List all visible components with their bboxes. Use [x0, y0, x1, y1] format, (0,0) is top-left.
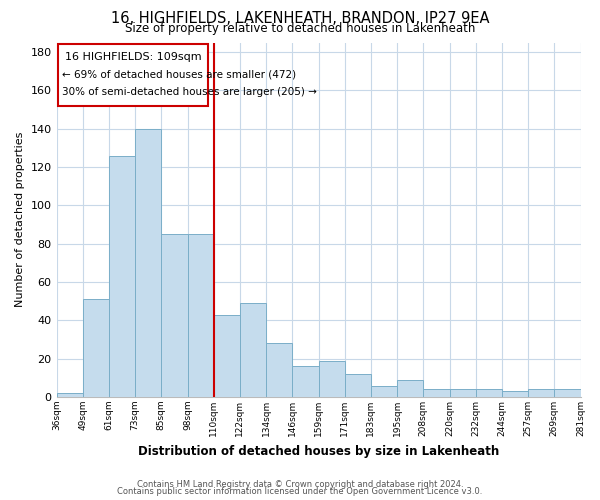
Bar	[266, 344, 292, 397]
Bar	[214, 314, 240, 397]
Bar	[188, 234, 214, 397]
Bar	[397, 380, 424, 397]
Bar	[528, 390, 554, 397]
Bar	[161, 234, 188, 397]
Bar	[56, 393, 83, 397]
Bar	[135, 128, 161, 397]
Bar	[240, 303, 266, 397]
Text: 16, HIGHFIELDS, LAKENHEATH, BRANDON, IP27 9EA: 16, HIGHFIELDS, LAKENHEATH, BRANDON, IP2…	[111, 11, 489, 26]
Bar	[476, 390, 502, 397]
Bar	[83, 300, 109, 397]
Bar	[424, 390, 449, 397]
Text: Contains HM Land Registry data © Crown copyright and database right 2024.: Contains HM Land Registry data © Crown c…	[137, 480, 463, 489]
Bar	[319, 360, 345, 397]
Bar	[371, 386, 397, 397]
X-axis label: Distribution of detached houses by size in Lakenheath: Distribution of detached houses by size …	[138, 444, 499, 458]
Bar	[502, 392, 528, 397]
Text: Size of property relative to detached houses in Lakenheath: Size of property relative to detached ho…	[125, 22, 475, 35]
Bar	[449, 390, 476, 397]
Bar	[345, 374, 371, 397]
Y-axis label: Number of detached properties: Number of detached properties	[15, 132, 25, 308]
Text: 30% of semi-detached houses are larger (205) →: 30% of semi-detached houses are larger (…	[62, 86, 317, 97]
Bar	[554, 390, 581, 397]
Bar	[292, 366, 319, 397]
Bar	[109, 156, 135, 397]
Text: 16 HIGHFIELDS: 109sqm: 16 HIGHFIELDS: 109sqm	[65, 52, 202, 62]
FancyBboxPatch shape	[58, 44, 208, 106]
Text: Contains public sector information licensed under the Open Government Licence v3: Contains public sector information licen…	[118, 487, 482, 496]
Text: ← 69% of detached houses are smaller (472): ← 69% of detached houses are smaller (47…	[62, 70, 296, 80]
